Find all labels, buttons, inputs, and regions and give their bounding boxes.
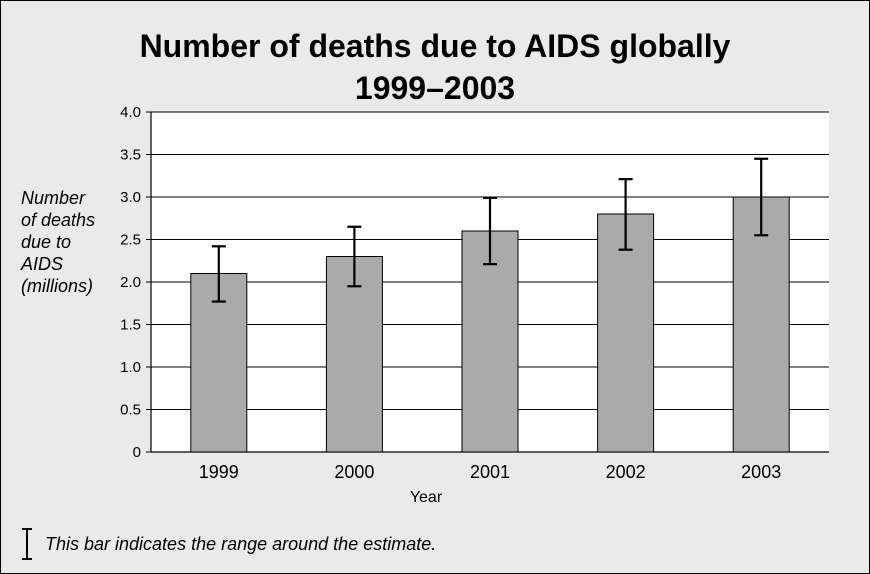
x-tick-label: 2001 <box>470 462 510 482</box>
y-axis-label-line: Number <box>21 188 86 208</box>
x-tick-label: 2002 <box>606 462 646 482</box>
y-axis-label: Number of deaths due to AIDS (millions) <box>21 187 111 297</box>
bar-1999 <box>190 273 248 453</box>
x-tick-label: 2003 <box>741 462 781 482</box>
y-tick-label: 3.5 <box>120 147 141 164</box>
x-axis-label: Year <box>409 489 443 506</box>
chart-title: Number of deaths due to AIDS globally 19… <box>1 25 869 109</box>
y-tick-label: 2.0 <box>120 274 141 291</box>
bar-2000 <box>325 256 383 453</box>
y-axis-label-line: AIDS <box>21 254 64 274</box>
error-bar-legend-icon <box>22 528 32 560</box>
y-tick-label: 3.0 <box>120 189 141 206</box>
legend: This bar indicates the range around the … <box>19 527 436 561</box>
y-tick-label: 4.0 <box>120 104 141 121</box>
bar-2001 <box>461 230 519 453</box>
y-tick-label: 0 <box>133 444 141 461</box>
chart-title-line-1: Number of deaths due to AIDS globally <box>139 28 731 64</box>
y-tick-label: 1.0 <box>120 359 141 376</box>
y-tick-label: 0.5 <box>120 402 141 419</box>
x-tick-label: 1999 <box>199 462 239 482</box>
y-tick-label: 2.5 <box>120 232 141 249</box>
y-tick-label: 1.5 <box>120 317 141 334</box>
legend-note: This bar indicates the range around the … <box>45 533 437 554</box>
x-tick-label: 2000 <box>334 462 374 482</box>
chart-title-line-2: 1999–2003 <box>354 70 516 106</box>
bar-2002 <box>597 213 655 453</box>
y-axis-label-line: of deaths <box>21 210 96 230</box>
bar-2003 <box>732 196 790 453</box>
y-axis-label-line: (millions) <box>21 276 93 296</box>
y-axis-label-line: due to <box>21 232 72 252</box>
